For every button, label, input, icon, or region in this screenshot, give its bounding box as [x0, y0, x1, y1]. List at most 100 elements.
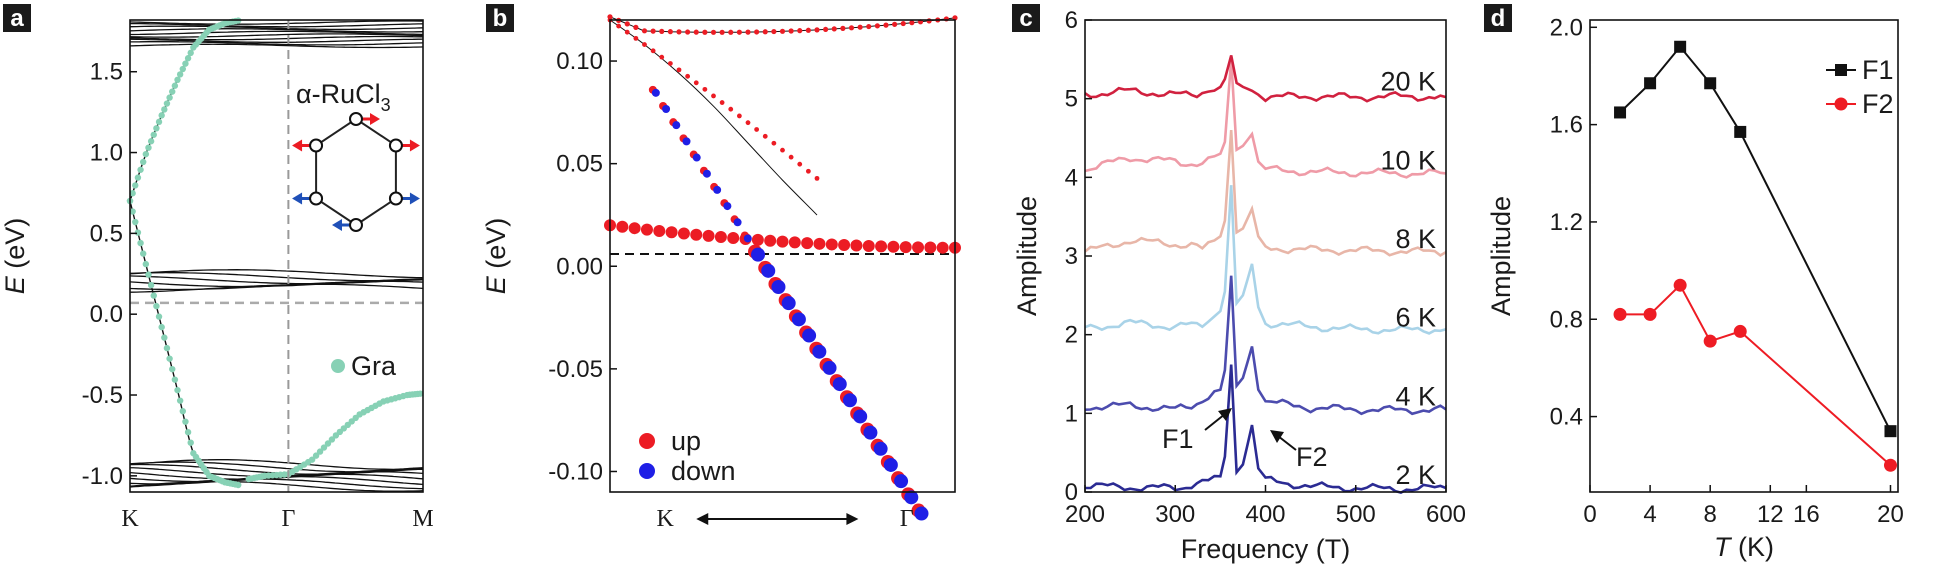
top-band-point [797, 28, 803, 34]
band-line [129, 35, 424, 41]
dirac-down-point [662, 105, 671, 114]
flat-band-point [628, 222, 641, 235]
top-band-point [633, 24, 639, 30]
panel-d-ylabel: Amplitude [1486, 196, 1516, 316]
flat-band-point [640, 223, 653, 236]
top-band-point [900, 20, 906, 27]
spin-arrow-head [409, 192, 420, 205]
top-band-point [702, 29, 708, 35]
panel-d: d 0.4 0.8 1.2 1.6 2.0 0 4 8 12 16 20 T (K) Amplitude… [1484, 4, 1904, 562]
flat-band-point [825, 238, 838, 251]
k-gamma-arrow-head-right [846, 513, 859, 525]
legend-label-f1: F1 [1862, 55, 1894, 85]
panel-c-xtick-label: 600 [1426, 501, 1466, 528]
spectrum-2k [1085, 364, 1447, 494]
down-legend-label: down [671, 456, 736, 486]
dirac-down-point [904, 490, 919, 505]
gra-point [174, 386, 181, 394]
dirac-down-point [743, 234, 752, 243]
panel-d-xtick-label: 8 [1704, 501, 1717, 528]
panel-d-xtick-label: 0 [1583, 501, 1596, 528]
panel-d-xtick-label: 4 [1643, 501, 1656, 528]
down-legend-marker [639, 463, 655, 479]
flat-band-point [702, 229, 715, 242]
top-band-point [762, 29, 768, 35]
panel-b-ytick-label: 0.05 [556, 151, 603, 178]
flat-band-point [714, 230, 727, 243]
flat-band-point [936, 241, 949, 254]
band-line [129, 43, 424, 49]
point-f1 [1734, 125, 1747, 138]
dirac-down-point [723, 202, 732, 211]
panel-a-xtick-label: M [412, 506, 433, 532]
gra-point [182, 60, 189, 67]
spectrum-4k [1084, 275, 1447, 416]
panel-a-ytick-label: 0.0 [90, 301, 123, 328]
gra-point [147, 281, 155, 289]
dirac-down-point [842, 393, 857, 408]
dirac-down-point [651, 88, 660, 97]
dirac-down-point [713, 185, 722, 194]
gra-point [153, 302, 160, 310]
panel-c-ytick-label: 6 [1065, 7, 1078, 34]
material-label: α-RuCl3 [296, 79, 391, 115]
band-line [130, 22, 424, 28]
gra-point [184, 428, 192, 436]
top-band-point [641, 28, 648, 34]
panel-a-label: a [10, 5, 24, 32]
top-band-point [745, 29, 751, 35]
gra-point [158, 112, 165, 119]
flat-band-point [924, 241, 937, 254]
panel-d-label: d [1491, 5, 1506, 32]
upper-band-point [814, 175, 820, 181]
panel-c-ytick-label: 3 [1065, 243, 1078, 270]
panel-d-xlabel: T (K) [1714, 532, 1774, 562]
gra-point [150, 292, 157, 299]
gra-point [161, 334, 168, 341]
flat-band-point [838, 239, 851, 252]
top-band-point [857, 24, 863, 30]
temperature-label: 4 K [1395, 381, 1436, 411]
gra-point [328, 436, 336, 443]
point-f2 [1643, 307, 1657, 321]
panel-b-ylabel: E (eV) [481, 218, 511, 295]
gra-point [316, 448, 324, 455]
gra-point [155, 118, 163, 126]
series-line-f2 [1620, 283, 1892, 466]
temperature-label: 2 K [1395, 460, 1436, 490]
top-band-point [848, 25, 855, 31]
panel-d-xtick-label: 20 [1877, 501, 1904, 528]
gra-point [187, 439, 194, 446]
band-line [129, 283, 424, 293]
point-f2 [1733, 324, 1747, 338]
top-band-point [874, 23, 880, 29]
band-line [129, 20, 424, 25]
gra-point [174, 76, 181, 84]
band-line [129, 38, 424, 43]
dirac-down-point [761, 263, 776, 278]
flat-band-point [788, 236, 801, 249]
dirac-down-point [812, 344, 827, 359]
panel-b-ytick-label: -0.05 [548, 356, 603, 383]
gra-point [166, 94, 173, 101]
flat-band-point [887, 240, 900, 253]
panel-c-ytick-label: 2 [1065, 322, 1078, 349]
peak-arrow-head-f2 [1270, 430, 1284, 443]
flat-band-point [813, 237, 826, 250]
point-f1 [1674, 40, 1687, 53]
gra-point [324, 440, 332, 447]
upper-band-point [702, 86, 708, 92]
upper-band-point [805, 168, 811, 174]
top-band-point [693, 29, 699, 35]
gra-point [184, 55, 192, 62]
flat-band-point [764, 234, 777, 247]
top-band-point [952, 15, 958, 21]
band-line [129, 269, 424, 279]
panel-d-ytick-label: 2.0 [1550, 14, 1583, 41]
panel-c-xtick-label: 200 [1065, 501, 1105, 528]
panel-a-xtick-label: Γ [281, 506, 295, 532]
flat-band-point [776, 235, 789, 248]
gra-point [169, 365, 176, 373]
top-band-point [814, 27, 820, 33]
